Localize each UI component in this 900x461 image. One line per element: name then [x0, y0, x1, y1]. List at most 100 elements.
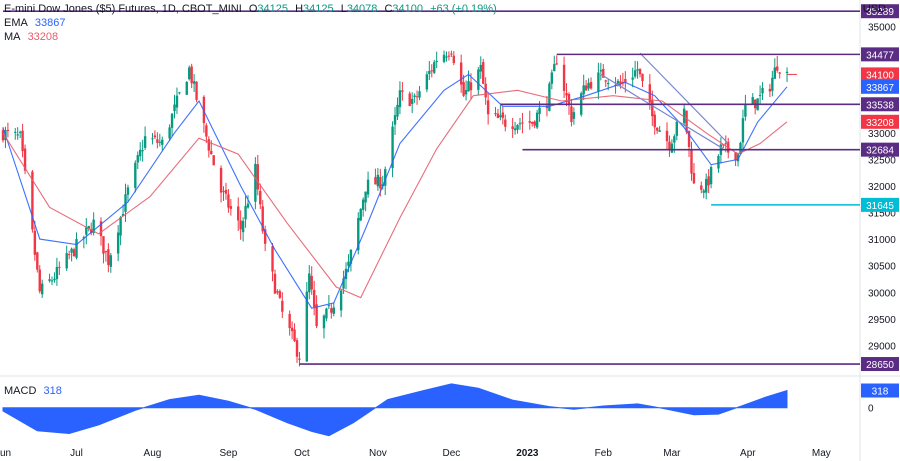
level-tag [861, 142, 899, 157]
candle-body [425, 74, 429, 90]
candle-body [119, 217, 122, 236]
x-tick-label: Oct [294, 448, 310, 459]
candle [462, 74, 465, 98]
candle [401, 81, 404, 101]
candle-body [562, 64, 566, 91]
candle [139, 142, 142, 161]
ema-legend[interactable]: EMA 33867 [4, 17, 70, 29]
candle [447, 51, 451, 61]
candle-body [398, 90, 402, 108]
candle [570, 98, 573, 127]
candle-body [482, 62, 485, 84]
price-tag [861, 79, 899, 94]
candle-body [675, 121, 678, 136]
candle [428, 60, 431, 81]
candle-body [606, 83, 610, 85]
candle [501, 106, 505, 125]
candle-body [224, 189, 228, 194]
candle-body [433, 62, 436, 73]
candle-body [692, 173, 696, 184]
candle [445, 51, 448, 62]
candle [1, 127, 5, 143]
candle [359, 208, 362, 222]
candle-body [670, 143, 674, 153]
candle-body [516, 124, 519, 130]
candle [761, 82, 764, 101]
candle-body [570, 106, 573, 122]
candle-body [58, 266, 61, 268]
candle [192, 74, 196, 92]
level-tag [861, 47, 899, 62]
candle [396, 97, 399, 121]
candle-body [295, 340, 299, 357]
candle [36, 251, 39, 273]
candle-body [278, 291, 282, 298]
ma-legend-label: MA [4, 31, 21, 43]
x-tick-label: Dec [442, 448, 460, 459]
candle [751, 93, 754, 105]
candle-body [501, 112, 505, 118]
candle-body [6, 129, 10, 131]
candle [278, 289, 282, 300]
candle-body [619, 81, 622, 85]
y-tick-label: 33000 [868, 129, 896, 140]
macd-legend[interactable]: MACD 318 [4, 385, 66, 397]
candle-body [308, 273, 311, 293]
macd-legend-value: 318 [43, 385, 62, 397]
level-tag-label: 35289 [866, 7, 894, 18]
candle [504, 114, 507, 132]
candle-body [668, 141, 671, 151]
candle [773, 58, 776, 79]
candle [700, 181, 703, 194]
candle-body [259, 190, 262, 205]
candle-body [158, 141, 162, 143]
candle [229, 199, 233, 216]
candle-body [641, 73, 644, 82]
candle-body [374, 177, 377, 185]
candle-body [636, 69, 639, 71]
ma-legend[interactable]: MA 33208 [4, 31, 62, 43]
candle-body [462, 82, 465, 96]
candle [33, 220, 37, 261]
candle-body [153, 135, 157, 138]
candle [641, 73, 644, 88]
candle [305, 281, 309, 362]
candle [655, 127, 659, 134]
candle [433, 59, 436, 75]
candle [50, 276, 54, 286]
candle [675, 120, 678, 141]
candle-body [342, 278, 345, 289]
candle-body [18, 131, 22, 133]
candle [224, 182, 228, 200]
candle [430, 64, 433, 78]
candle [459, 54, 463, 93]
candle-body [75, 239, 78, 258]
candle-body [244, 205, 247, 220]
candle-body [707, 176, 710, 186]
candle [207, 136, 211, 158]
candle [562, 56, 566, 99]
candle [330, 303, 333, 319]
candle-body [445, 56, 448, 58]
candle [85, 218, 88, 245]
candle-body [709, 167, 713, 185]
candle-body [494, 113, 497, 115]
candle [273, 269, 277, 294]
x-tick-label: Aug [144, 448, 162, 459]
candle-body [219, 167, 223, 193]
candle [670, 139, 674, 154]
candle [261, 200, 264, 234]
candle [418, 85, 421, 101]
candle [668, 135, 671, 157]
candle [293, 323, 296, 342]
candle [599, 62, 603, 81]
candle-body [550, 72, 554, 84]
candle-body [584, 85, 588, 91]
candle-body [447, 55, 451, 57]
candle-body [464, 90, 468, 95]
x-tick-label: Feb [595, 448, 613, 459]
candle-body [263, 229, 267, 244]
ohlc-low: L34078 [340, 3, 378, 15]
candle-body [518, 123, 522, 125]
